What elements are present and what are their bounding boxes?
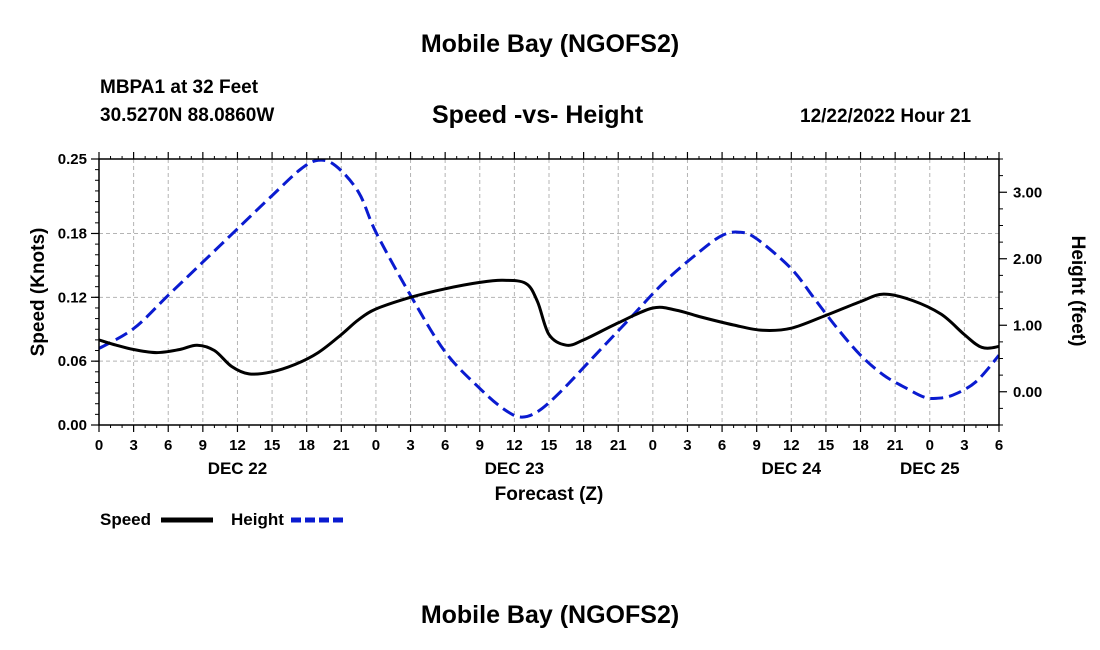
x-tick-label: 18 xyxy=(852,437,869,454)
page-title-bottom: Mobile Bay (NGOFS2) xyxy=(420,601,680,629)
x-tick-label: 0 xyxy=(95,437,103,454)
x-tick-label: 3 xyxy=(406,437,414,454)
grid xyxy=(99,159,999,425)
y-axis-label-right: Height (feet) xyxy=(1067,236,1088,347)
y-left-tick-label: 0.18 xyxy=(58,225,87,242)
x-tick-label: 3 xyxy=(129,437,137,454)
series-layer xyxy=(99,159,999,419)
y-left-tick-label: 0.00 xyxy=(58,417,87,434)
x-tick-label: 15 xyxy=(541,437,558,454)
x-tick-label: 21 xyxy=(887,437,904,454)
y-right-tick-label: 1.00 xyxy=(1013,317,1042,334)
x-tick-label: 21 xyxy=(610,437,627,454)
day-label: DEC 22 xyxy=(208,459,268,478)
x-tick-label: 3 xyxy=(683,437,691,454)
legend-height-label: Height xyxy=(231,510,284,529)
y-right-tick-label: 3.00 xyxy=(1013,184,1042,201)
x-tick-label: 9 xyxy=(753,437,761,454)
legend-height-swatch xyxy=(291,517,343,523)
x-tick-label: 15 xyxy=(264,437,281,454)
y-left-tick-label: 0.25 xyxy=(58,151,87,168)
x-tick-label: 18 xyxy=(298,437,315,454)
legend-speed-label: Speed xyxy=(100,510,152,529)
speed-height-chart: 0 3 6 9 12 15 18 21 0 3 6 9 12 15 18 21 0 3 6 9 12 15 18 21 0 3 6 D… xyxy=(28,151,1088,505)
day-label: DEC 24 xyxy=(762,459,822,478)
y-right-tick-label: 2.00 xyxy=(1013,251,1042,268)
x-tick-label: 9 xyxy=(199,437,207,454)
x-axis-label: Forecast (Z) xyxy=(495,484,604,505)
speed-series-line xyxy=(99,278,999,376)
chart-title: Speed -vs- Height xyxy=(432,101,644,129)
x-tick-label: 21 xyxy=(333,437,350,454)
legend-speed-swatch xyxy=(161,517,213,523)
x-tick-label: 12 xyxy=(506,437,523,454)
station-label: MBPA1 at 32 Feet xyxy=(100,77,259,98)
x-tick-label: 9 xyxy=(476,437,484,454)
x-tick-label: 6 xyxy=(995,437,1003,454)
x-tick-label: 0 xyxy=(649,437,657,454)
y-left-tick-label: 0.12 xyxy=(58,289,87,306)
y-right-tick-label: 0.00 xyxy=(1013,384,1042,401)
day-label: DEC 25 xyxy=(900,459,960,478)
x-tick-label: 0 xyxy=(926,437,934,454)
station-coordinates: 30.5270N 88.0860W xyxy=(100,105,275,126)
x-tick-label: 3 xyxy=(960,437,968,454)
page-title-top: Mobile Bay (NGOFS2) xyxy=(420,30,680,58)
x-tick-label: 0 xyxy=(372,437,380,454)
x-tick-label: 6 xyxy=(441,437,449,454)
x-tick-label: 6 xyxy=(718,437,726,454)
x-tick-label: 12 xyxy=(783,437,800,454)
x-tick-label: 18 xyxy=(575,437,592,454)
height-series-line xyxy=(99,159,999,419)
x-tick-label: 6 xyxy=(164,437,172,454)
y-axis-label-left: Speed (Knots) xyxy=(28,228,49,357)
x-tick-label: 15 xyxy=(818,437,835,454)
y-left-tick-label: 0.06 xyxy=(58,353,87,370)
forecast-datetime: 12/22/2022 Hour 21 xyxy=(800,106,972,127)
axes: 0 3 6 9 12 15 18 21 0 3 6 9 12 15 18 21 0 3 6 9 12 15 18 21 0 3 6 D… xyxy=(58,151,1042,478)
day-label: DEC 23 xyxy=(485,459,545,478)
x-tick-label: 12 xyxy=(229,437,246,454)
